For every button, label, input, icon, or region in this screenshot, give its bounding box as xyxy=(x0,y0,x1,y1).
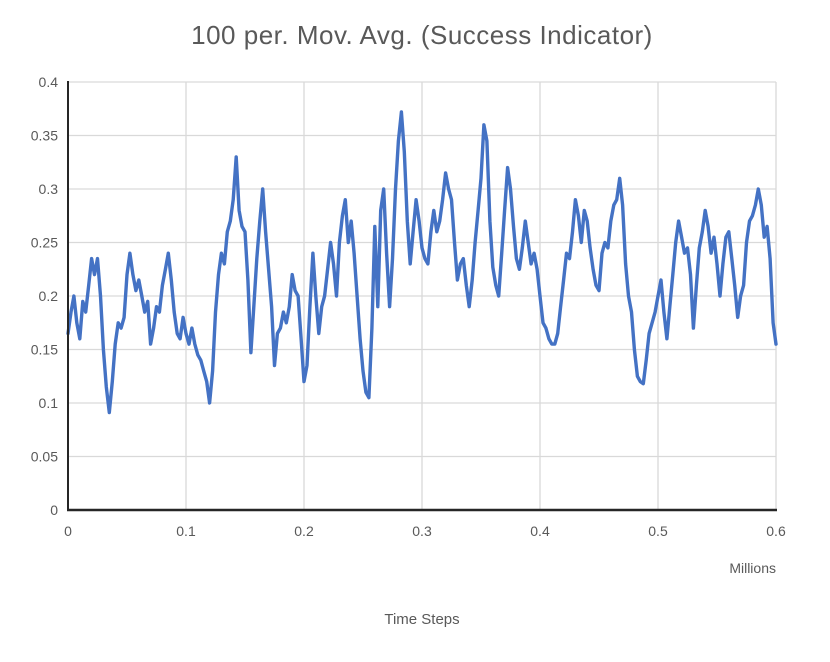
chart-title: 100 per. Mov. Avg. (Success Indicator) xyxy=(191,20,653,50)
y-tick-label: 0.2 xyxy=(39,288,59,304)
x-tick-label: 0.4 xyxy=(530,523,550,539)
y-tick-label: 0.3 xyxy=(39,181,59,197)
y-tick-label: 0.4 xyxy=(39,74,59,90)
y-tick-label: 0 xyxy=(50,502,58,518)
y-tick-label: 0.25 xyxy=(31,235,58,251)
x-axis-unit-label: Millions xyxy=(729,560,776,576)
x-tick-label: 0.3 xyxy=(412,523,432,539)
x-tick-labels: 0 0.1 0.2 0.3 0.4 0.5 0.6 xyxy=(64,523,786,539)
x-tick-label: 0.6 xyxy=(766,523,786,539)
y-tick-label: 0.1 xyxy=(39,395,59,411)
y-tick-label: 0.15 xyxy=(31,342,58,358)
x-axis-title: Time Steps xyxy=(384,611,460,628)
y-tick-label: 0.35 xyxy=(31,128,58,144)
x-tick-label: 0.5 xyxy=(648,523,668,539)
x-tick-label: 0.1 xyxy=(176,523,196,539)
series-line xyxy=(66,110,778,415)
x-tick-label: 0.2 xyxy=(294,523,314,539)
x-tick-label: 0 xyxy=(64,523,72,539)
y-tick-labels: 0 0.05 0.1 0.15 0.2 0.25 0.3 0.35 0.4 xyxy=(31,74,58,518)
y-tick-label: 0.05 xyxy=(31,449,58,465)
